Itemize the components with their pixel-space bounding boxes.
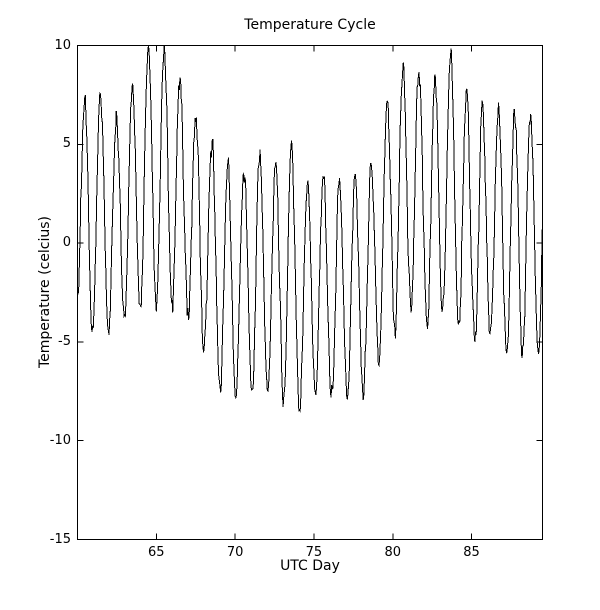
y-tick-label: 0	[62, 235, 71, 251]
x-tick-label: 65	[148, 545, 165, 560]
x-tick-label: 80	[384, 545, 402, 560]
temperature-series-line	[77, 45, 543, 413]
x-tick-label: 70	[226, 545, 244, 560]
x-tick-label: 75	[305, 545, 323, 560]
x-tick-label: 85	[463, 545, 480, 560]
y-tick-label: -5	[58, 333, 71, 349]
chart-title: Temperature Cycle	[244, 17, 376, 33]
y-tick-label: 5	[62, 136, 71, 152]
y-tick-label: -15	[49, 531, 71, 547]
x-axis-label: UTC Day	[280, 558, 340, 574]
axes-box	[77, 45, 543, 540]
y-tick-label: 10	[54, 37, 71, 53]
y-tick-label: -10	[49, 432, 71, 448]
